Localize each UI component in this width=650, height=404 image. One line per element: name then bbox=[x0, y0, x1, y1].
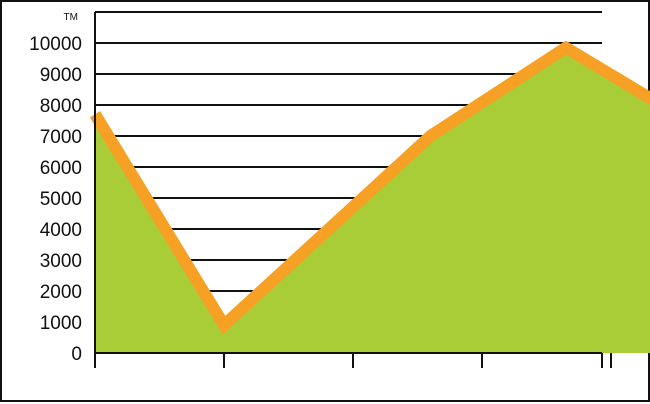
y-tick-label-9000: 9000 bbox=[40, 65, 82, 86]
y-tick-label-4000: 4000 bbox=[40, 220, 82, 241]
y-tick-label-8000: 8000 bbox=[40, 96, 82, 117]
y-tick-label-6000: 6000 bbox=[40, 158, 82, 179]
y-tick-labels: 0 1000 2000 3000 4000 5000 6000 7000 8000 9000 100… bbox=[29, 34, 82, 365]
y-tick-label-10000: 10000 bbox=[29, 34, 82, 55]
y-tick-label-5000: 5000 bbox=[40, 189, 82, 210]
y-tick-label-0: 0 bbox=[71, 344, 82, 365]
top-label: TM bbox=[64, 12, 78, 23]
area-series-fill bbox=[95, 47, 650, 353]
y-tick-label-3000: 3000 bbox=[40, 251, 82, 272]
y-tick-label-7000: 7000 bbox=[40, 127, 82, 148]
y-tick-label-1000: 1000 bbox=[40, 313, 82, 334]
series-line bbox=[89, 40, 650, 335]
x-axis-ticks bbox=[94, 353, 612, 368]
axes bbox=[94, 12, 602, 368]
y-tick-label-2000: 2000 bbox=[40, 282, 82, 303]
